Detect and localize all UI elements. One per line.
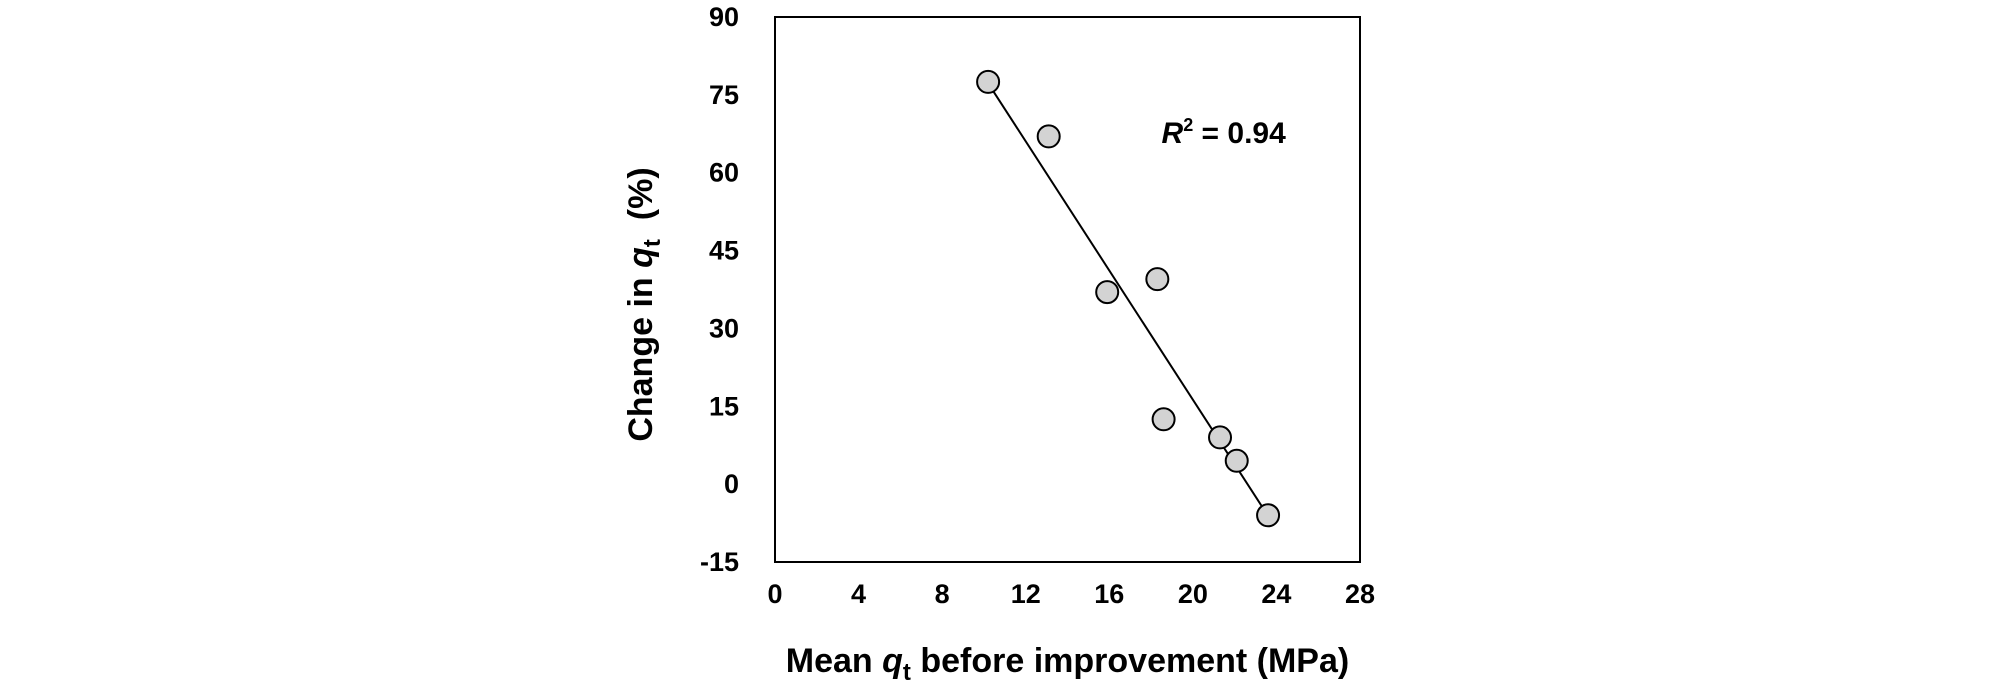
y-tick-label: 75 [709, 80, 739, 110]
y-axis-title: Change in qt (%) [622, 167, 666, 441]
y-axis-ticks: -15 0 15 30 45 60 75 90 [700, 2, 739, 577]
y-tick-label: -15 [700, 547, 739, 577]
y-axis-title-var: q [622, 247, 660, 268]
x-tick-label: 8 [935, 579, 950, 609]
r-squared-sup: 2 [1183, 115, 1193, 135]
x-tick-label: 28 [1345, 579, 1375, 609]
data-points [976, 69, 1281, 528]
trend-line [991, 89, 1267, 514]
data-point [1151, 407, 1176, 432]
data-point [1036, 124, 1061, 149]
data-point [1095, 280, 1120, 305]
x-tick-label: 0 [767, 579, 782, 609]
data-point [976, 69, 1001, 94]
x-axis-ticks: 0 4 8 12 16 20 24 28 [767, 579, 1375, 609]
y-tick-label: 15 [709, 391, 739, 421]
x-tick-label: 20 [1178, 579, 1208, 609]
y-tick-label: 90 [709, 2, 739, 32]
y-axis-title-sub: t [639, 239, 666, 247]
y-tick-label: 60 [709, 158, 739, 188]
x-axis-title-sub: t [903, 659, 911, 682]
y-axis-title-post: (%) [622, 167, 660, 239]
x-axis-title-post: before improvement (MPa) [911, 642, 1349, 680]
y-tick-label: 30 [709, 313, 739, 343]
x-tick-label: 16 [1094, 579, 1124, 609]
data-point [1224, 448, 1249, 473]
x-tick-label: 24 [1261, 579, 1291, 609]
data-point [1145, 267, 1170, 292]
y-tick-label: 0 [724, 469, 739, 499]
x-axis-title-var: q [882, 642, 903, 680]
r-squared-var: R [1162, 117, 1184, 150]
r-squared-value: = 0.94 [1193, 117, 1286, 150]
r-squared-annotation: R2 = 0.94 [1162, 115, 1287, 150]
y-tick-label: 45 [709, 236, 739, 266]
x-tick-label: 12 [1011, 579, 1041, 609]
x-axis-title: Mean qt before improvement (MPa) [786, 642, 1349, 682]
y-axis-title-pre: Change in [622, 268, 660, 442]
x-tick-label: 4 [851, 579, 866, 609]
data-point [1208, 425, 1233, 450]
data-point [1256, 503, 1281, 528]
x-axis-title-pre: Mean [786, 642, 882, 680]
plot-area [774, 16, 1361, 563]
